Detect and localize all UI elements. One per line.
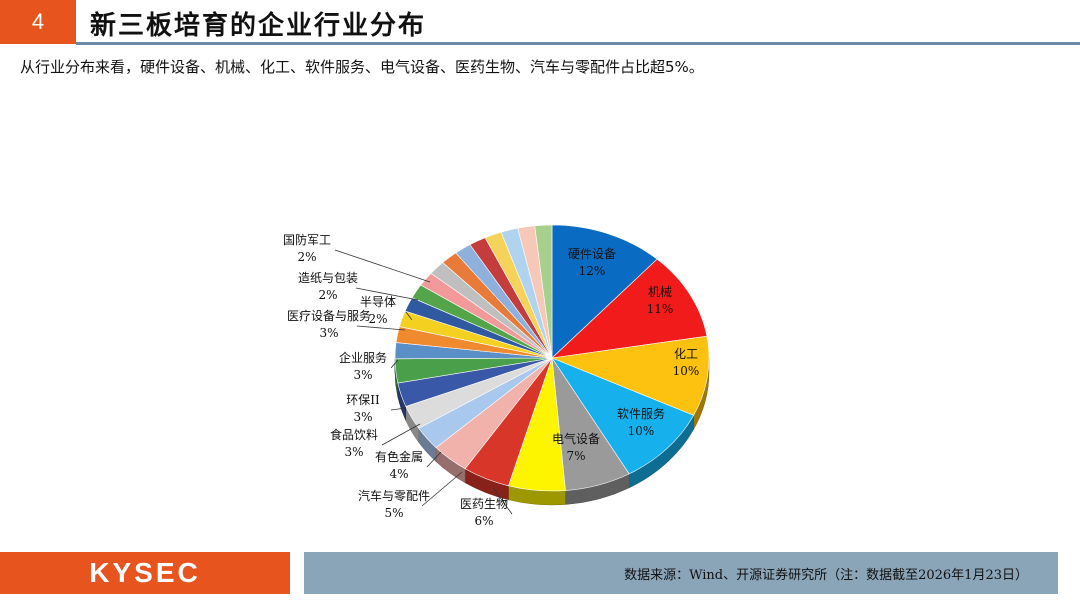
slice-label-13: 造纸与包装 xyxy=(298,271,358,285)
leader-line-8 xyxy=(381,423,421,446)
leader-line-11 xyxy=(356,325,406,331)
slice-pct-6: 5% xyxy=(384,506,403,520)
slice-pct-14: 2% xyxy=(297,250,316,264)
slice-pct-7: 4% xyxy=(389,467,408,481)
kysec-logo: KYSEC xyxy=(0,552,290,594)
slice-pct-10: 3% xyxy=(353,368,372,382)
slice-label-6: 汽车与零配件 xyxy=(358,488,430,503)
header-divider xyxy=(76,42,1080,45)
leader-line-6 xyxy=(421,471,463,507)
slice-label-11: 医疗设备与服务 xyxy=(287,308,371,323)
slice-pct-2: 10% xyxy=(673,364,700,378)
slide-number: 4 xyxy=(0,0,76,44)
slice-pct-8: 3% xyxy=(344,445,363,459)
slice-label-5: 医药生物 xyxy=(460,497,508,511)
pie-slice-3 xyxy=(551,357,695,475)
slide-title: 新三板培育的企业行业分布 xyxy=(90,10,427,41)
pie-side-walls xyxy=(394,357,710,506)
leader-line-9 xyxy=(390,407,407,411)
slice-label-4: 电气设备 xyxy=(552,431,600,446)
footer-bar: 数据来源：Wind、开源证券研究所（注：数据截至2026年1月23日） xyxy=(304,552,1058,594)
data-source-note: 数据来源：Wind、开源证券研究所（注：数据截至2026年1月23日） xyxy=(624,567,1028,583)
slice-pct-1: 11% xyxy=(647,302,674,316)
slice-pct-9: 3% xyxy=(353,410,372,424)
slice-pct-3: 10% xyxy=(628,424,655,438)
leader-line-14 xyxy=(334,249,431,283)
slice-label-3: 软件服务 xyxy=(617,406,665,421)
slice-pct-4: 7% xyxy=(566,449,585,463)
leader-line-12 xyxy=(405,311,413,321)
slice-label-14: 国防军工 xyxy=(283,232,331,247)
pie-slice-2 xyxy=(550,335,710,416)
leader-line-13 xyxy=(355,287,419,301)
slice-label-8: 食品饮料 xyxy=(330,427,378,442)
pie-slice-0 xyxy=(551,224,658,359)
slice-pct-13: 2% xyxy=(318,288,337,302)
leader-line-7 xyxy=(426,451,442,468)
pie-labels: 硬件设备 12% 机械 11% 化工 10% 软件服务 10% 电气设备 7% 医药生物 6% 汽车与零… xyxy=(283,232,699,528)
slide-subtitle: 从行业分布来看，硬件设备、机械、化工、软件服务、电气设备、医药生物、汽车与零配件… xyxy=(20,58,704,76)
pie-slices xyxy=(394,224,710,492)
slice-label-9: 环保II xyxy=(346,393,380,407)
slice-pct-0: 12% xyxy=(579,264,606,278)
slice-pct-11: 3% xyxy=(319,326,338,340)
slice-label-0: 硬件设备 xyxy=(568,247,616,261)
leader-line-10 xyxy=(390,359,399,369)
pie-slice-1 xyxy=(551,258,708,359)
slice-label-10: 企业服务 xyxy=(339,350,387,365)
slice-pct-5: 6% xyxy=(474,514,493,528)
slice-label-2: 化工 xyxy=(674,347,698,361)
pie-slice-25 xyxy=(534,224,553,359)
slice-label-1: 机械 xyxy=(648,284,672,299)
slice-label-12: 半导体 xyxy=(360,295,396,309)
leader-line-5 xyxy=(492,487,513,515)
slice-label-7: 有色金属 xyxy=(375,449,423,464)
slice-pct-12: 2% xyxy=(368,312,387,326)
